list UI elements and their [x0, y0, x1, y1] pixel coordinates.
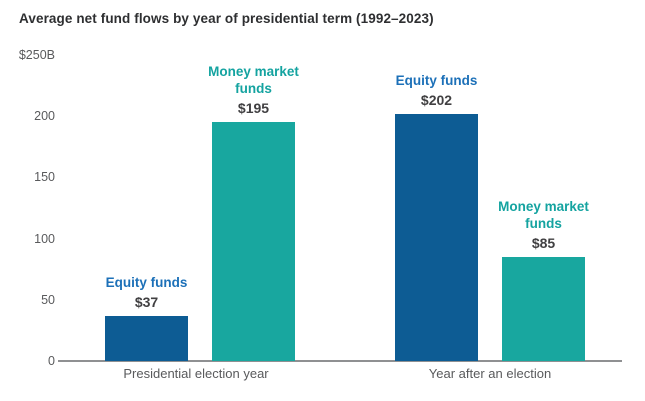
series-name-label: Equity funds	[395, 72, 478, 88]
category-label: Presidential election year	[123, 366, 269, 381]
series-name-label: Money market funds	[498, 198, 589, 231]
bar-label: Money market funds $195	[194, 63, 314, 116]
chart-title: Average net fund flows by year of presid…	[19, 11, 434, 26]
bar-value-label: $37	[134, 293, 159, 310]
y-axis-tick-label: 100	[34, 231, 55, 246]
bar-label: Equity funds $37	[87, 274, 207, 310]
bar-money-market-funds	[502, 256, 585, 361]
series-name-label: Money market funds	[208, 64, 299, 97]
bar-value-label: $202	[420, 91, 453, 108]
y-axis-tick-label: 200	[34, 109, 55, 124]
x-axis-line	[58, 360, 622, 362]
bar-equity-funds	[395, 113, 478, 361]
bar-equity-funds	[105, 315, 188, 361]
bar-value-label: $195	[237, 100, 270, 117]
bar-value-label: $85	[531, 234, 556, 251]
bar-label: Equity funds $202	[377, 72, 497, 108]
series-name-label: Equity funds	[105, 274, 188, 290]
y-axis-tick-label: 50	[41, 292, 55, 307]
category-label: Year after an election	[428, 366, 552, 381]
y-axis-tick-label: 150	[34, 170, 55, 185]
y-axis-tick-label: $250B	[18, 48, 55, 62]
bar-label: Money market funds $85	[484, 198, 604, 251]
y-axis-tick-label: 0	[48, 354, 55, 368]
bar-money-market-funds	[212, 122, 295, 361]
